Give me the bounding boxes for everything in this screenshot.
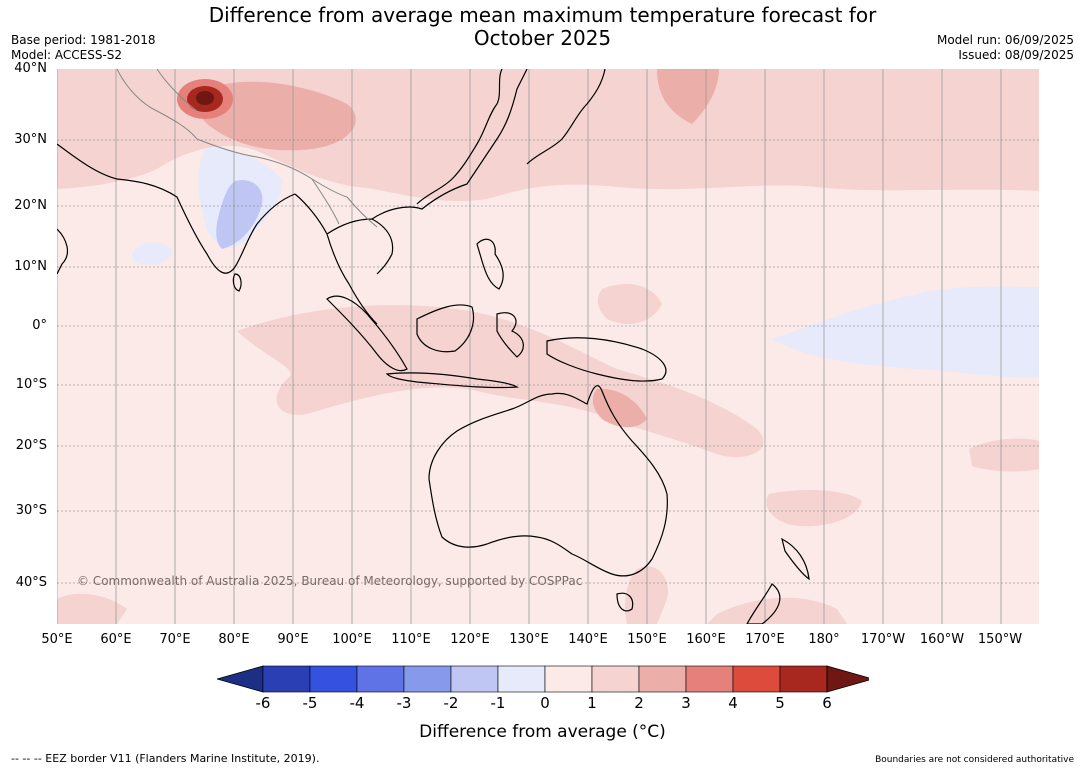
coastline-tasmania	[616, 592, 634, 612]
title-line-1: Difference from average mean maximum tem…	[208, 3, 877, 27]
title-line-2: October 2025	[473, 26, 612, 50]
coastline-india	[57, 143, 296, 274]
lat-label-40s: 40°S	[15, 575, 47, 590]
issued-date: Issued: 08/09/2025	[958, 48, 1074, 62]
lon-label-70e: 70°E	[159, 632, 191, 647]
lon-label-100e: 100°E	[332, 632, 372, 647]
colorbar-cell	[779, 665, 828, 693]
lon-label-110e: 110°E	[391, 632, 431, 647]
lat-label-10n: 10°N	[14, 259, 47, 274]
colorbar-tick-label: -2	[443, 694, 459, 712]
colorbar-tick-label: -3	[396, 694, 412, 712]
lat-label-20s: 20°S	[15, 438, 47, 453]
lon-label-130e: 130°E	[509, 632, 549, 647]
meta-right: Model run: 06/09/2025 Issued: 08/09/2025	[937, 33, 1074, 63]
colorbar-cell	[497, 665, 546, 693]
colorbar-tick-label: 5	[775, 694, 785, 712]
lat-label-30n: 30°N	[14, 132, 47, 147]
colorbar-tick-label: -1	[490, 694, 506, 712]
coastline-borneo	[416, 304, 475, 353]
lon-label-90e: 90°E	[277, 632, 309, 647]
coastlines	[57, 69, 810, 624]
lat-label-20n: 20°N	[14, 198, 47, 213]
country-borders	[116, 69, 378, 228]
lon-label-80e: 80°E	[218, 632, 250, 647]
colorbar-extend-low	[217, 665, 264, 693]
coastline-new-zealand	[746, 537, 810, 624]
lon-label-170e: 170°E	[745, 632, 785, 647]
colorbar-cell	[732, 665, 781, 693]
coastline-java	[385, 372, 519, 389]
colorbar-cell	[591, 665, 640, 693]
base-period: Base period: 1981-2018	[11, 33, 156, 47]
colorbar-cell	[450, 665, 499, 693]
colorbar-tick-label: 4	[728, 694, 738, 712]
lat-label-40n: 40°N	[14, 61, 47, 76]
lon-label-140e: 140°E	[568, 632, 608, 647]
colorbar-cell	[685, 665, 734, 693]
colorbar-cell	[638, 665, 687, 693]
colorbar-tick-label: -6	[255, 694, 271, 712]
lat-label-10s: 10°S	[15, 377, 47, 392]
coastline-china-korea	[416, 69, 503, 205]
colorbar-extend-high	[826, 665, 869, 693]
anomaly-region-far-east-warm	[969, 438, 1039, 472]
anomaly-region-southern-ocean-warm	[57, 566, 847, 624]
coastline-arabia	[57, 228, 69, 275]
colorbar-tick-label: 3	[681, 694, 691, 712]
lon-label-150e: 150°E	[627, 632, 667, 647]
lon-label-150w: 150°W	[977, 632, 1023, 647]
model-run: Model run: 06/09/2025	[936, 33, 1074, 47]
colorbar-label: Difference from average (°C)	[419, 722, 666, 742]
map-title: Difference from average mean maximum tem…	[0, 4, 1085, 50]
colorbar-tick-label: 0	[540, 694, 550, 712]
meridian-lines	[57, 69, 1002, 624]
coastline-sulawesi	[496, 312, 524, 358]
anomaly-region-south-pacific-warm	[766, 489, 862, 527]
colorbar-cell	[262, 665, 311, 693]
colorbar-tick-label: 2	[634, 694, 644, 712]
eez-border-legend: -- -- -- EEZ border V11 (Flanders Marine…	[11, 752, 320, 765]
lon-label-120e: 120°E	[450, 632, 490, 647]
anomaly-region-tibet-2-3	[198, 81, 356, 151]
lon-label-160e: 160°E	[686, 632, 726, 647]
anomaly-region-arabian-cool	[132, 242, 172, 265]
map-canvas	[57, 69, 1039, 624]
model-name: Model: ACCESS-S2	[11, 48, 123, 62]
anomaly-region-japan-2-3	[657, 69, 719, 124]
meta-left: Base period: 1981-2018 Model: ACCESS-S2	[11, 33, 156, 63]
coastline-new-guinea	[546, 337, 667, 382]
lat-label-30s: 30°S	[15, 503, 47, 518]
colorbar-tick-label: -5	[302, 694, 318, 712]
anomaly-region-coral-sea-warm	[597, 284, 662, 324]
anomaly-region-cape-york-2-3	[592, 388, 647, 428]
lat-label-0: 0°	[32, 318, 47, 333]
coastline-sumatra	[326, 295, 408, 372]
anomaly-hotspot-over-6	[196, 91, 214, 105]
colorbar-tick-label: -4	[349, 694, 365, 712]
coastline-sri-lanka	[232, 273, 242, 292]
lon-label-50e: 50°E	[41, 632, 73, 647]
colorbar	[217, 665, 869, 693]
colorbar-cell	[544, 665, 593, 693]
coastline-australia	[428, 385, 668, 577]
anomaly-region-pacific-cool	[772, 286, 1039, 378]
colorbar-cell	[356, 665, 405, 693]
colorbar-tick-label: 6	[822, 694, 832, 712]
lon-label-60e: 60°E	[100, 632, 132, 647]
coastline-philippines	[476, 238, 504, 290]
coastline-japan	[526, 69, 606, 165]
colorbar-tick-label: 1	[587, 694, 597, 712]
coastline-se-asia	[294, 69, 528, 325]
forecast-map	[57, 69, 1039, 624]
colorbar-cell	[309, 665, 358, 693]
copyright-notice: © Commonwealth of Australia 2025, Bureau…	[77, 574, 583, 588]
lon-label-170w: 170°W	[860, 632, 906, 647]
lon-label-180: 180°	[808, 632, 840, 647]
lon-label-160w: 160°W	[919, 632, 965, 647]
colorbar-cell	[403, 665, 452, 693]
boundary-disclaimer: Boundaries are not considered authoritat…	[875, 755, 1074, 765]
anomaly-region-india-colder	[216, 180, 263, 249]
